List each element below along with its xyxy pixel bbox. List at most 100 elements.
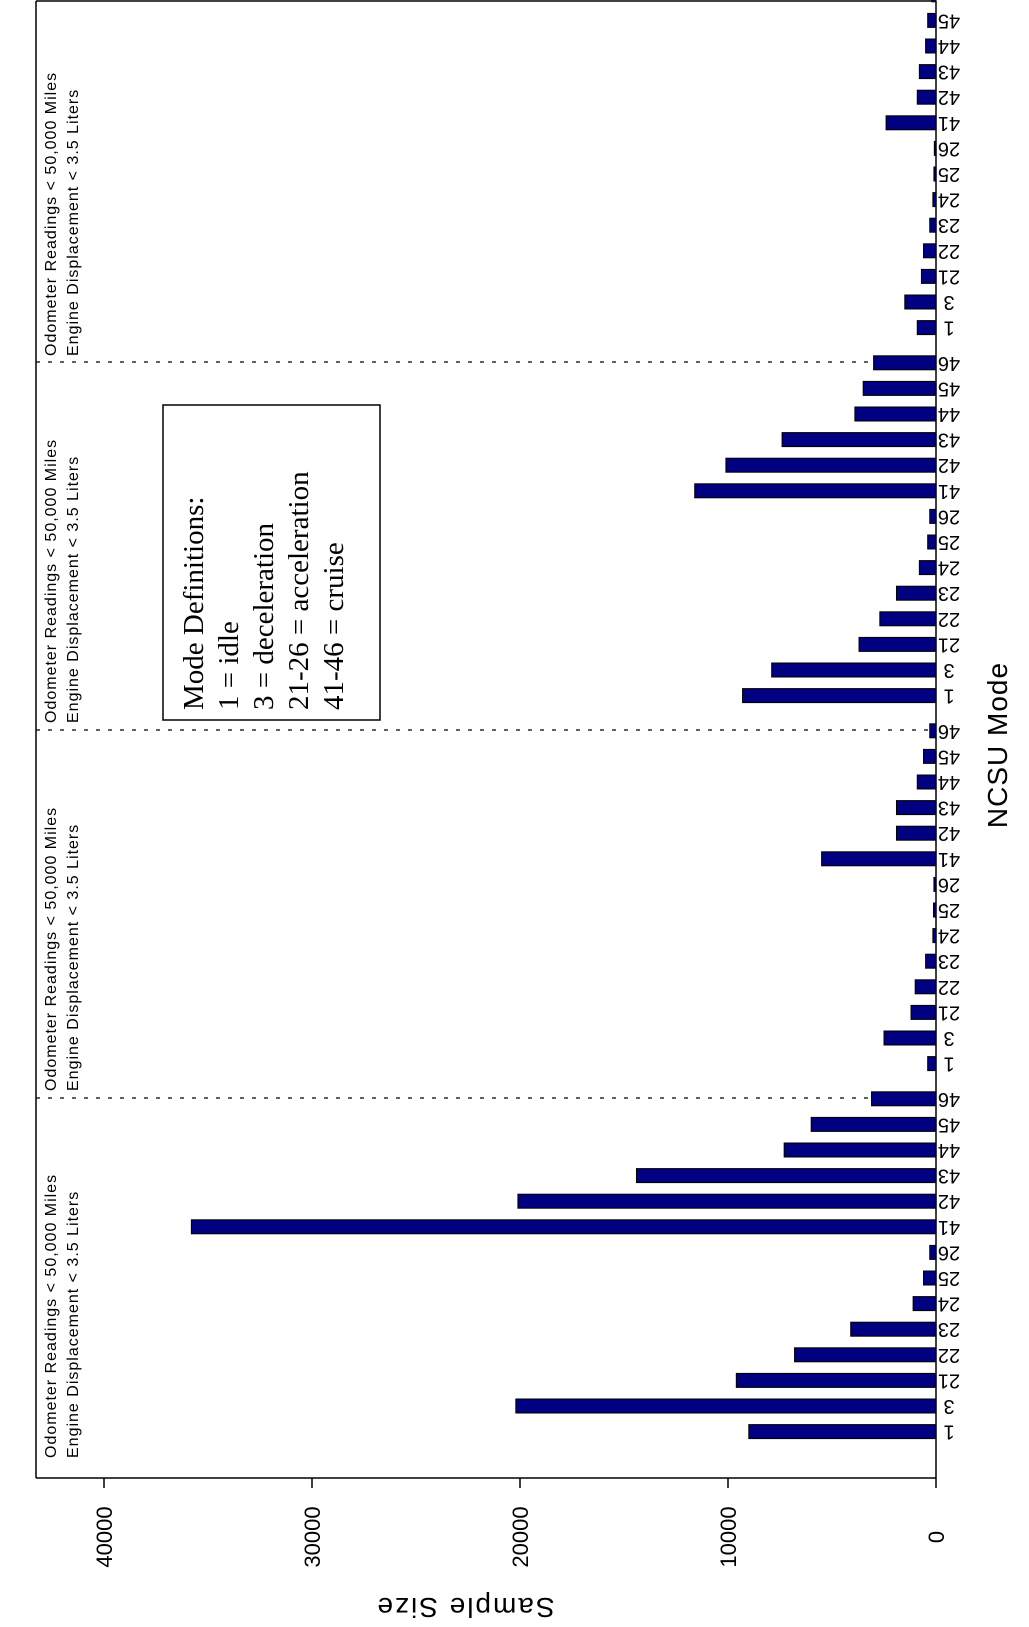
- category-tick-label: 43: [938, 797, 960, 819]
- category-tick-label: 3: [943, 659, 954, 681]
- bar: [918, 560, 937, 576]
- bar: [883, 1030, 937, 1046]
- mode-definition-acceleration: 21-26 = acceleration: [283, 471, 315, 710]
- category-tick-label: 41: [938, 480, 960, 502]
- value-axis-tick-label: 30000: [300, 1506, 325, 1567]
- bar: [895, 825, 937, 841]
- bar: [725, 457, 937, 473]
- bar: [810, 1116, 937, 1132]
- category-tick-label: 25: [938, 1267, 960, 1289]
- bar: [933, 166, 937, 182]
- category-tick-label: 45: [938, 745, 960, 767]
- category-tick-label: 45: [938, 9, 960, 31]
- mode-definitions-box: Mode Definitions: 1 = idle 3 = decelerat…: [162, 404, 381, 721]
- bar: [912, 1296, 937, 1312]
- category-tick-label: 3: [943, 1395, 954, 1417]
- category-tick-label: 44: [938, 35, 960, 57]
- bar: [910, 1004, 937, 1020]
- category-tick-label: 22: [938, 976, 960, 998]
- bar: [871, 1091, 937, 1107]
- bar: [515, 1398, 937, 1414]
- category-tick-label: 24: [938, 557, 960, 579]
- category-tick-label: 22: [938, 240, 960, 262]
- bar: [885, 115, 937, 131]
- category-tick-label: 24: [938, 1293, 960, 1315]
- category-tick-label: 1: [943, 1053, 954, 1075]
- category-tick-label: 1: [943, 685, 954, 707]
- category-tick-label: 46: [938, 1088, 960, 1110]
- category-tick-label: 45: [938, 1113, 960, 1135]
- category-tick-label: 21: [938, 633, 960, 655]
- category-tick-label: 44: [938, 403, 960, 425]
- x-axis-title: NCSU Mode: [982, 662, 1013, 828]
- bar: [933, 140, 937, 156]
- category-tick-label: 46: [938, 352, 960, 374]
- panel-label-engine: Engine Displacement < 3.5 Liters: [65, 824, 82, 1091]
- panel-label: Odometer Readings < 50,000 Miles Engine D…: [43, 439, 82, 723]
- bar: [771, 662, 937, 678]
- category-tick-label: 24: [938, 925, 960, 947]
- bar: [923, 243, 937, 259]
- category-tick-label: 3: [943, 1027, 954, 1049]
- mode-definition-idle: 1 = idle: [213, 621, 245, 710]
- bar: [517, 1193, 937, 1209]
- bar: [895, 800, 937, 816]
- category-tick-label: 42: [938, 454, 960, 476]
- value-axis-tick-label: 40000: [92, 1506, 117, 1567]
- panel-label-odometer: Odometer Readings < 50,000 Miles: [43, 807, 60, 1091]
- category-tick-label: 3: [943, 291, 954, 313]
- category-tick-label: 22: [938, 1344, 960, 1366]
- panel-label-engine: Engine Displacement < 3.5 Liters: [65, 89, 82, 356]
- bar: [916, 320, 937, 336]
- category-tick-label: 21: [938, 265, 960, 287]
- bar: [929, 1244, 937, 1260]
- panel-label-odometer: Odometer Readings < 50,000 Miles: [43, 439, 60, 723]
- bar: [821, 851, 937, 867]
- category-tick-label: 42: [938, 822, 960, 844]
- bar: [927, 1056, 937, 1072]
- category-tick-label: 1: [943, 1421, 954, 1443]
- category-tick-label: 43: [938, 429, 960, 451]
- bar: [929, 217, 937, 233]
- category-tick-label: 26: [938, 505, 960, 527]
- panel-label: Odometer Readings < 50,000 Miles Engine D…: [43, 1174, 82, 1458]
- category-tick-label: 25: [938, 531, 960, 553]
- bar: [850, 1321, 937, 1337]
- bar: [932, 928, 937, 944]
- category-tick-label: 25: [938, 163, 960, 185]
- bar: [735, 1372, 937, 1388]
- bar: [933, 902, 937, 918]
- category-tick-label: 25: [938, 899, 960, 921]
- bar: [858, 636, 937, 652]
- bar: [854, 406, 937, 422]
- bar: [916, 89, 937, 105]
- bar: [879, 611, 937, 627]
- bar: [927, 534, 937, 550]
- category-tick-label: 22: [938, 608, 960, 630]
- bar: [920, 268, 937, 284]
- bar: [873, 355, 937, 371]
- value-axis-tick-label: 0: [924, 1531, 949, 1543]
- bar: [694, 483, 937, 499]
- bar: [742, 688, 937, 704]
- bar: [904, 294, 937, 310]
- bar: [781, 432, 937, 448]
- category-tick-label: 1: [943, 317, 954, 339]
- bar: [927, 12, 937, 28]
- bar: [916, 774, 937, 790]
- bar: [929, 723, 937, 739]
- category-tick-label: 42: [938, 86, 960, 108]
- panel-label-engine: Engine Displacement < 3.5 Liters: [65, 1191, 82, 1458]
- y-axis-title: Sample Size: [375, 1592, 554, 1623]
- bar: [932, 192, 937, 208]
- bar: [925, 38, 937, 54]
- bar: [190, 1219, 937, 1235]
- category-tick-label: 23: [938, 582, 960, 604]
- bar: [895, 585, 937, 601]
- category-tick-label: 41: [938, 112, 960, 134]
- category-tick-label: 23: [938, 1318, 960, 1340]
- category-tick-label: 26: [938, 1241, 960, 1263]
- category-tick-label: 44: [938, 1139, 960, 1161]
- bar: [931, 0, 937, 3]
